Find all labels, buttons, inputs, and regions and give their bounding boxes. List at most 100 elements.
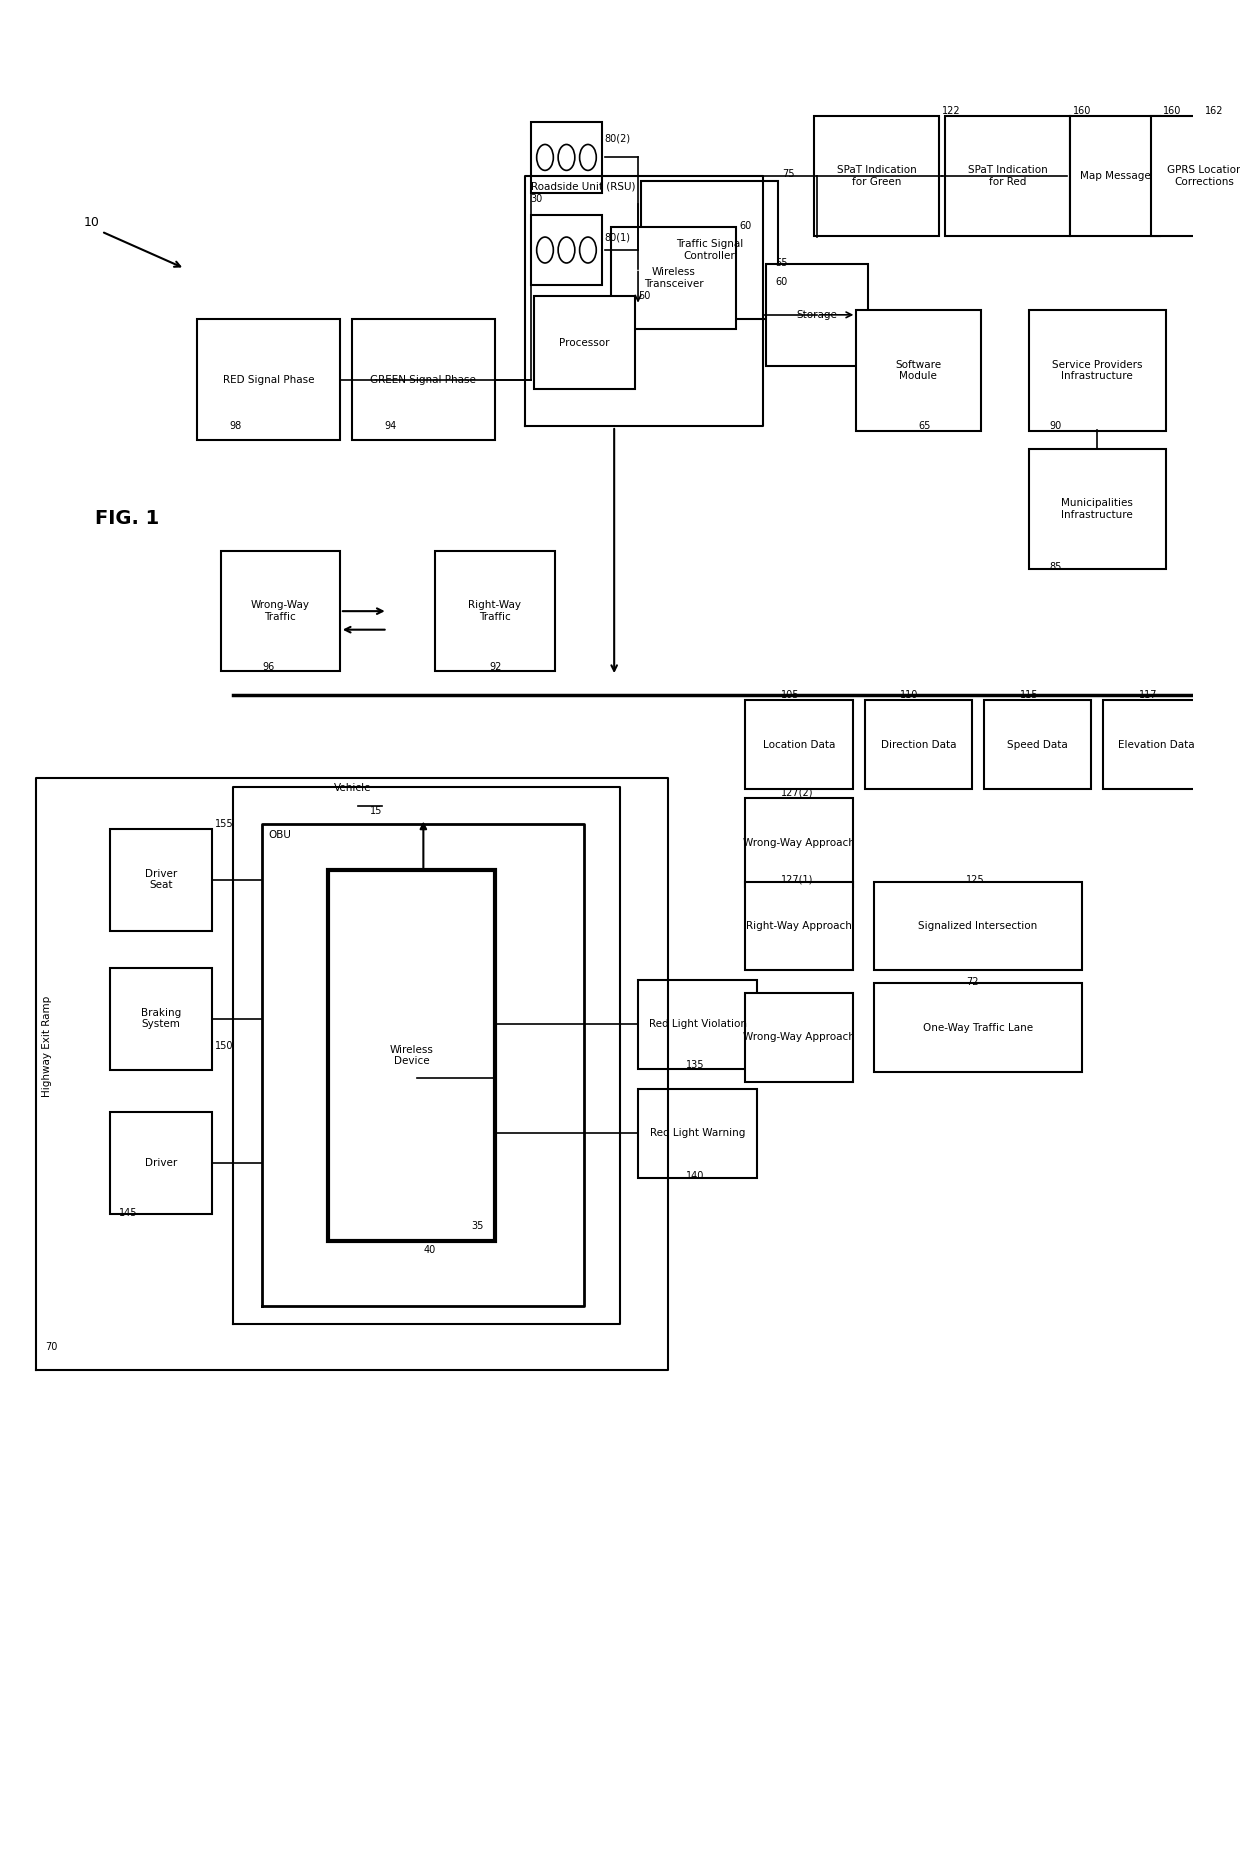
FancyBboxPatch shape — [435, 550, 554, 670]
Text: 117: 117 — [1138, 689, 1157, 700]
FancyBboxPatch shape — [745, 798, 853, 887]
Text: 122: 122 — [942, 106, 961, 117]
FancyBboxPatch shape — [110, 967, 212, 1069]
Text: Map Message: Map Message — [1080, 170, 1151, 181]
Text: 96: 96 — [263, 661, 274, 672]
FancyBboxPatch shape — [327, 870, 495, 1241]
FancyBboxPatch shape — [1151, 115, 1240, 235]
Text: 70: 70 — [46, 1343, 58, 1352]
Text: Software
Module: Software Module — [895, 359, 941, 382]
Text: 160: 160 — [1074, 106, 1091, 117]
Text: Highway Exit Ramp: Highway Exit Ramp — [42, 996, 52, 1096]
Text: GPRS Location
Corrections: GPRS Location Corrections — [1167, 165, 1240, 187]
Text: Wireless
Device: Wireless Device — [389, 1045, 433, 1067]
Text: 60: 60 — [739, 220, 751, 232]
Text: Driver: Driver — [145, 1158, 177, 1169]
Text: 10: 10 — [83, 215, 99, 230]
Text: Speed Data: Speed Data — [1007, 739, 1068, 750]
Text: 150: 150 — [215, 1041, 233, 1052]
Text: GREEN Signal Phase: GREEN Signal Phase — [371, 374, 476, 385]
Text: 80(1): 80(1) — [605, 232, 631, 243]
Text: 80(2): 80(2) — [605, 133, 631, 144]
Text: Direction Data: Direction Data — [880, 739, 956, 750]
Text: 90: 90 — [1049, 420, 1061, 432]
Text: Wrong-Way
Traffic: Wrong-Way Traffic — [250, 600, 310, 622]
Text: 145: 145 — [119, 1208, 138, 1219]
Text: One-Way Traffic Lane: One-Way Traffic Lane — [923, 1022, 1033, 1033]
Text: Red Light Warning: Red Light Warning — [650, 1128, 745, 1139]
FancyBboxPatch shape — [533, 296, 635, 389]
FancyBboxPatch shape — [110, 830, 212, 930]
FancyBboxPatch shape — [639, 980, 758, 1069]
Text: Elevation Data: Elevation Data — [1118, 739, 1195, 750]
Text: Wrong-Way Approach: Wrong-Way Approach — [743, 1032, 854, 1043]
FancyBboxPatch shape — [983, 700, 1091, 789]
FancyBboxPatch shape — [856, 309, 981, 430]
Text: OBU: OBU — [268, 830, 291, 839]
Text: Roadside Unit (RSU): Roadside Unit (RSU) — [531, 181, 635, 191]
Text: SPaT Indication
for Red: SPaT Indication for Red — [968, 165, 1048, 187]
Text: 115: 115 — [1019, 689, 1038, 700]
Text: 30: 30 — [531, 194, 543, 204]
Text: 160: 160 — [1163, 106, 1182, 117]
Text: 85: 85 — [1049, 561, 1061, 572]
Text: Wrong-Way Approach: Wrong-Way Approach — [743, 837, 854, 848]
FancyBboxPatch shape — [1070, 115, 1159, 235]
Text: 140: 140 — [686, 1170, 704, 1182]
Text: Service Providers
Infrastructure: Service Providers Infrastructure — [1052, 359, 1142, 382]
Text: Right-Way
Traffic: Right-Way Traffic — [469, 600, 521, 622]
FancyBboxPatch shape — [1029, 448, 1166, 570]
FancyBboxPatch shape — [197, 319, 340, 439]
Bar — [531, 215, 603, 285]
FancyBboxPatch shape — [766, 263, 868, 365]
FancyBboxPatch shape — [221, 550, 340, 670]
Text: 110: 110 — [900, 689, 919, 700]
Bar — [531, 122, 603, 193]
Text: 15: 15 — [370, 806, 382, 815]
Text: Traffic Signal
Controller: Traffic Signal Controller — [676, 239, 743, 261]
FancyBboxPatch shape — [873, 983, 1083, 1072]
FancyBboxPatch shape — [611, 226, 737, 330]
Text: 94: 94 — [384, 420, 397, 432]
Text: Red Light Violation: Red Light Violation — [649, 1019, 746, 1030]
Text: 162: 162 — [1204, 106, 1223, 117]
FancyBboxPatch shape — [110, 1111, 212, 1215]
Text: 60: 60 — [775, 276, 787, 287]
FancyBboxPatch shape — [641, 181, 779, 319]
Text: FIG. 1: FIG. 1 — [95, 509, 160, 528]
Text: RED Signal Phase: RED Signal Phase — [222, 374, 314, 385]
Text: 72: 72 — [966, 976, 978, 987]
FancyBboxPatch shape — [945, 115, 1070, 235]
Text: Wireless
Transceiver: Wireless Transceiver — [644, 267, 703, 289]
FancyBboxPatch shape — [745, 993, 853, 1082]
Text: 98: 98 — [229, 420, 242, 432]
Text: Vehicle: Vehicle — [334, 783, 372, 793]
FancyBboxPatch shape — [1029, 309, 1166, 430]
Text: Municipalities
Infrastructure: Municipalities Infrastructure — [1061, 498, 1133, 520]
Text: Driver
Seat: Driver Seat — [145, 869, 177, 891]
Text: 35: 35 — [471, 1220, 484, 1232]
Text: 155: 155 — [215, 819, 233, 830]
FancyBboxPatch shape — [1104, 700, 1210, 789]
Text: Location Data: Location Data — [763, 739, 836, 750]
Text: 75: 75 — [782, 169, 795, 180]
Text: Signalized Intersection: Signalized Intersection — [919, 920, 1038, 932]
FancyBboxPatch shape — [352, 319, 495, 439]
Text: Right-Way Approach: Right-Way Approach — [746, 920, 852, 932]
FancyBboxPatch shape — [745, 882, 853, 970]
FancyBboxPatch shape — [873, 882, 1083, 970]
Text: SPaT Indication
for Green: SPaT Indication for Green — [837, 165, 916, 187]
Text: Storage: Storage — [796, 309, 837, 320]
FancyBboxPatch shape — [745, 700, 853, 789]
Text: 50: 50 — [639, 291, 651, 302]
Text: 40: 40 — [423, 1245, 435, 1256]
Text: Braking
System: Braking System — [141, 1007, 181, 1030]
Text: 55: 55 — [775, 257, 787, 269]
FancyBboxPatch shape — [813, 115, 939, 235]
Text: 127(2): 127(2) — [781, 787, 813, 798]
Text: Processor: Processor — [559, 337, 610, 348]
Text: 135: 135 — [686, 1059, 704, 1070]
Text: 65: 65 — [919, 420, 931, 432]
Text: 92: 92 — [489, 661, 501, 672]
Text: 105: 105 — [781, 689, 800, 700]
